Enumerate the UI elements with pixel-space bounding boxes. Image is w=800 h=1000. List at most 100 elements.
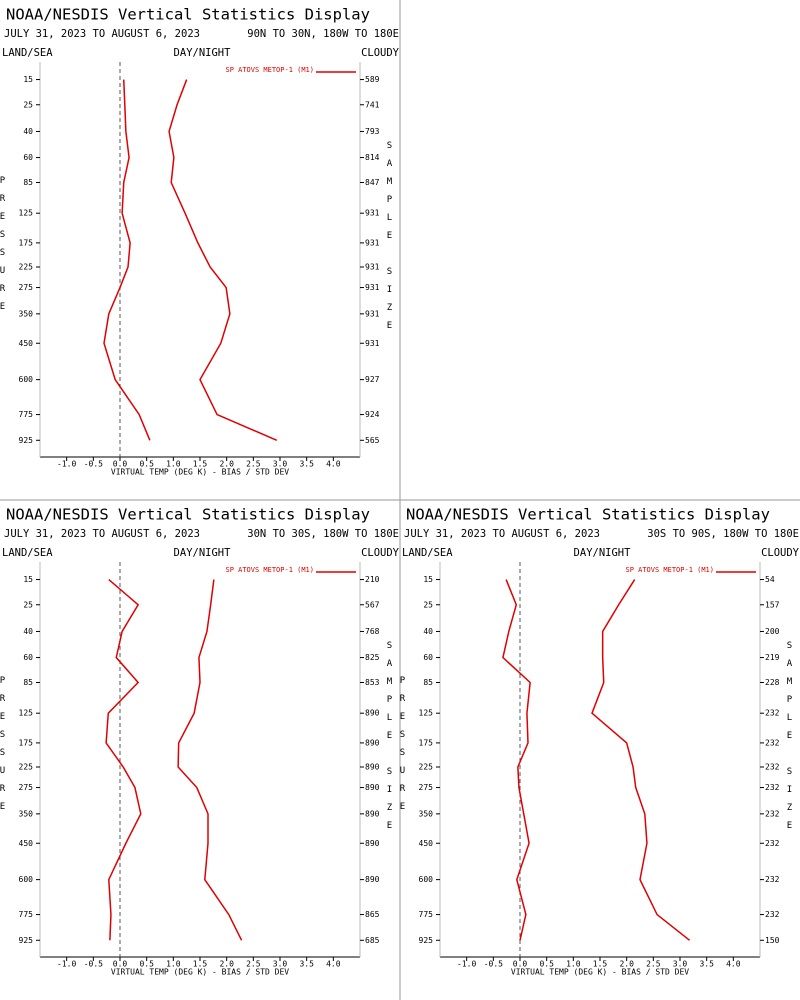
sample-size: 865 [365,910,380,919]
y-tick-label: 925 [19,936,34,945]
x-tick-label: 3.5 [299,460,314,469]
sample-size: 890 [365,839,380,848]
cloud: CLOUDY [761,547,800,559]
legend-label: SP ATOVS METOP-1 (M1) [225,566,314,574]
y-tick-label: 85 [423,678,433,687]
x-tick-label: 2.5 [246,960,261,969]
sample-size: 890 [365,709,380,718]
sample-size: 232 [765,809,780,818]
sample-size: 931 [365,339,380,348]
region: 30N TO 30S, 180W TO 180E [247,528,399,540]
x-tick-label: 0.5 [539,960,554,969]
x-tick-label: 1.0 [166,960,181,969]
sample-size: 931 [365,238,380,247]
x-tick-label: -1.0 [57,460,76,469]
sample-size: 931 [365,209,380,218]
sample-size: 589 [365,75,380,84]
sample-size: 232 [765,875,780,884]
sample-size: 825 [365,653,380,662]
region: 30S TO 90S, 180W TO 180E [647,528,799,540]
y-tick-label: 275 [19,783,34,792]
sample-size: 200 [765,627,780,636]
std-dev-line [168,79,278,441]
y-tick-label: 775 [419,910,434,919]
y-tick-label: 60 [23,653,33,662]
y-tick-label: 40 [423,627,433,636]
region: 90N TO 30N, 180W TO 180E [247,28,399,40]
y-tick-label: 175 [19,738,34,747]
x-axis-label: VIRTUAL TEMP (DEG K) - BIAS / STD DEV [111,968,289,977]
title: NOAA/NESDIS Vertical Statistics Display [6,6,370,24]
land-sea: LAND/SEA [2,547,53,559]
x-tick-label: 2.0 [619,960,634,969]
y-tick-label: 85 [23,178,33,187]
sample-size: 210 [365,575,380,584]
sample-size: 219 [765,653,780,662]
sample-size: 565 [365,436,380,445]
x-tick-label: -0.5 [484,960,503,969]
x-tick-label: -1.0 [457,960,476,969]
sample-size: 741 [365,100,380,109]
x-tick-label: 1.5 [193,460,208,469]
land-sea: LAND/SEA [402,547,453,559]
x-tick-label: 4.0 [326,960,341,969]
sample-size: 232 [765,709,780,718]
y-tick-label: 275 [419,783,434,792]
y-tick-label: 125 [19,209,34,218]
sample-size: 232 [765,910,780,919]
y-axis-label: PRESSURE [0,176,8,320]
x-tick-label: 1.0 [166,460,181,469]
y-tick-label: 15 [23,75,33,84]
day-night: DAY/NIGHT [174,547,232,559]
x-tick-label: -0.5 [84,960,103,969]
x-tick-label: 0.0 [513,960,528,969]
x-tick-label: 1.0 [566,960,581,969]
x-tick-label: 2.5 [646,960,661,969]
y-tick-label: 25 [23,100,33,109]
x-tick-label: 0.0 [113,460,128,469]
y-tick-label: 600 [19,375,34,384]
y-tick-label: 60 [23,153,33,162]
sample-size: 54 [765,575,775,584]
y-tick-label: 125 [19,709,34,718]
sample-size: 768 [365,627,380,636]
bias-line [502,579,531,941]
sample-size: 890 [365,763,380,772]
x-tick-label: -0.5 [84,460,103,469]
x-tick-label: 4.0 [326,460,341,469]
y-tick-label: 450 [419,839,434,848]
x-tick-label: 2.5 [246,460,261,469]
y-tick-label: 25 [23,600,33,609]
x-tick-label: 3.5 [699,960,714,969]
sample-size: 890 [365,875,380,884]
x-tick-label: 3.5 [299,960,314,969]
y-tick-label: 15 [23,575,33,584]
y-tick-label: 350 [419,809,434,818]
x-tick-label: 3.0 [273,960,288,969]
cloud: CLOUDY [361,547,400,559]
x-tick-label: 1.5 [593,960,608,969]
y-tick-label: 775 [19,410,34,419]
x-tick-label: 0.5 [139,460,154,469]
y-tick-label: 40 [23,627,33,636]
y-tick-label: 600 [419,875,434,884]
x-tick-label: 4.0 [726,960,741,969]
date-range: JULY 31, 2023 TO AUGUST 6, 2023 [404,528,600,540]
sample-size: 232 [765,783,780,792]
x-tick-label: 3.0 [273,460,288,469]
std-dev-line [591,579,691,941]
sample-size: 228 [765,678,780,687]
y2-axis-label: SAMPLE SIZE [385,141,395,339]
y-tick-label: 225 [19,763,34,772]
x-tick-label: 0.5 [139,960,154,969]
sample-size: 890 [365,809,380,818]
y-axis-label: PRESSURE [398,676,408,820]
y2-axis-label: SAMPLE SIZE [785,641,795,839]
y-tick-label: 175 [419,738,434,747]
sample-size: 157 [765,600,780,609]
y-tick-label: 175 [19,238,34,247]
sample-size: 927 [365,375,380,384]
sample-size: 685 [365,936,380,945]
bias-line [103,79,151,441]
